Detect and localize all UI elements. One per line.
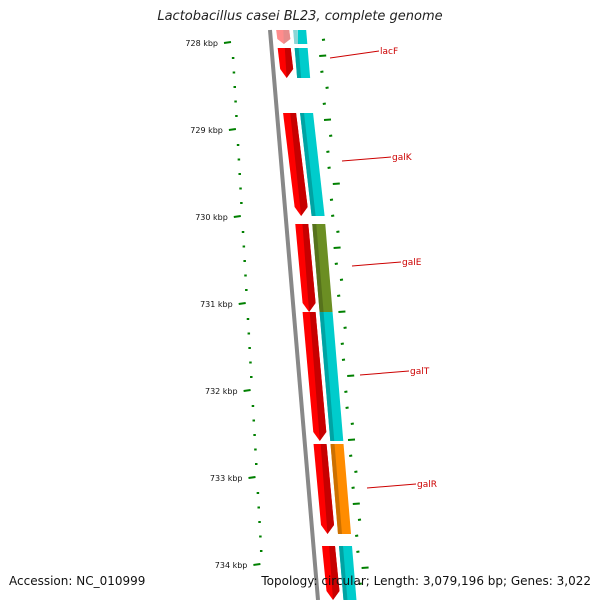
genome-summary-text: Topology: circular; Length: 3,079,196 bp…: [261, 574, 591, 588]
gc-content-dot: [323, 118, 332, 121]
gene-cog-block[interactable]: [330, 444, 352, 534]
scale-tick-mark: [253, 563, 261, 566]
gc-content-dot: [344, 390, 348, 393]
scale-tick-label: 734 kbp: [215, 561, 248, 570]
accession-text: Accession: NC_010999: [9, 574, 146, 588]
gc-content-dot: [343, 326, 347, 329]
scale-tick-label: 729 kbp: [190, 126, 223, 135]
scale-tick-mark: [243, 389, 251, 392]
gc-content-dot: [326, 150, 330, 153]
gene-label: galE: [402, 258, 422, 268]
gene-label: galK: [392, 153, 413, 163]
gene-label: lacF: [380, 47, 398, 57]
gc-content-dot: [329, 198, 334, 201]
gene-label-leader: [359, 370, 410, 376]
gc-content-dot: [350, 422, 354, 425]
genome-backbone: [268, 29, 320, 600]
gc-content-dot: [358, 582, 362, 585]
gene-cog-block[interactable]: [338, 546, 357, 600]
gc-content-dot: [332, 182, 340, 185]
gc-content-dot: [355, 534, 359, 537]
gc-content-dot: [347, 374, 355, 377]
gene-track[interactable]: [276, 28, 357, 600]
scale-tick-mark: [223, 41, 232, 44]
gc-content-dot: [319, 54, 327, 57]
scale-tick-mark: [248, 476, 256, 479]
gc-content-dot: [336, 230, 340, 233]
gene-strand-arrow[interactable]: [313, 444, 335, 534]
scale-tick-label: 730 kbp: [195, 213, 228, 222]
scale-tick-mark: [233, 215, 241, 218]
gc-content-dot: [341, 358, 346, 361]
gc-content-dot: [338, 310, 346, 313]
gene-labels: lacF galK galE galT galR: [329, 47, 437, 490]
gc-skew-track: [231, 57, 263, 552]
gene-label-leader: [351, 261, 402, 267]
gc-content-track: [319, 38, 369, 585]
gene-label-leader: [366, 483, 417, 489]
gc-content-dot: [354, 470, 358, 473]
gc-content-dot: [347, 438, 356, 441]
gc-content-dot: [356, 550, 360, 553]
scale-tick-label: 732 kbp: [205, 387, 238, 396]
map-title: Lactobacillus casei BL23, complete genom…: [157, 9, 443, 24]
gc-content-dot: [327, 166, 331, 169]
scale-tick-label: 733 kbp: [210, 474, 243, 483]
scale-tick-label: 731 kbp: [200, 300, 233, 309]
gc-content-dot: [352, 502, 360, 505]
scale-tick-label: 728 kbp: [185, 39, 218, 48]
gene-label-leader: [329, 50, 380, 59]
gc-content-dot: [349, 454, 353, 457]
gene-cog-block[interactable]: [300, 113, 325, 216]
gene-cog-block[interactable]: [319, 312, 344, 441]
scale-tick-mark: [228, 128, 237, 131]
gc-content-dot: [357, 518, 362, 521]
gc-content-dot: [345, 406, 349, 409]
gene-strand-arrow[interactable]: [277, 48, 294, 78]
gc-content-dot: [340, 342, 344, 345]
gc-content-dot: [329, 134, 333, 137]
gene-label: galT: [410, 367, 430, 377]
gc-content-dot: [339, 278, 344, 281]
gc-content-dot: [334, 262, 338, 265]
gene-label-leader: [341, 156, 392, 162]
gc-content-dot: [322, 102, 326, 105]
gene-label: galR: [417, 480, 437, 490]
gc-content-dot: [333, 246, 341, 249]
gc-content-dot: [351, 486, 355, 489]
gc-content-dot: [320, 70, 324, 73]
gene-strand-arrow[interactable]: [283, 113, 308, 216]
gc-content-dot: [337, 294, 341, 297]
gc-content-dot: [321, 38, 326, 41]
fade-overlay: [276, 28, 298, 44]
gc-content-dot: [361, 566, 369, 569]
gene-strand-arrow[interactable]: [302, 312, 327, 441]
scale-ticks: 728 kbp 729 kbp 730 kbp 731 kbp 732 kbp 733 k…: [185, 39, 261, 570]
scale-tick-mark: [238, 302, 246, 305]
gene-strand-arrow[interactable]: [321, 546, 340, 600]
gene-cog-block[interactable]: [294, 48, 311, 78]
gene-cog-block[interactable]: [312, 224, 333, 312]
gene-strand-arrow[interactable]: [295, 224, 316, 312]
gc-content-dot: [331, 214, 335, 217]
gc-content-dot: [325, 86, 329, 89]
